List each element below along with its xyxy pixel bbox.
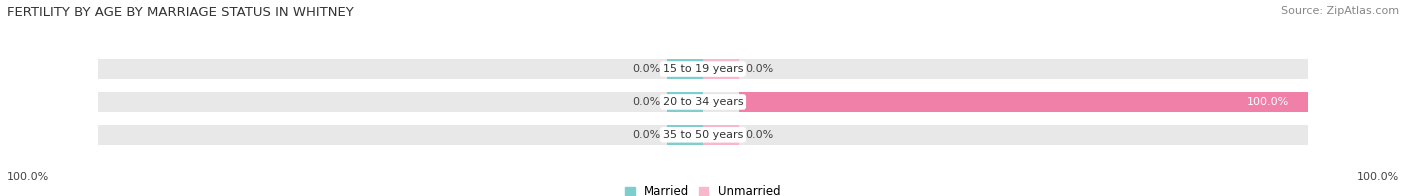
Text: Source: ZipAtlas.com: Source: ZipAtlas.com [1281,6,1399,16]
Bar [666,92,703,112]
Bar [666,59,703,79]
Legend: Married, Unmarried: Married, Unmarried [620,181,786,196]
Text: 20 to 34 years: 20 to 34 years [662,97,744,107]
Text: 0.0%: 0.0% [633,130,661,140]
Text: 100.0%: 100.0% [1357,172,1399,182]
Text: 0.0%: 0.0% [633,64,661,74]
Text: 0.0%: 0.0% [633,97,661,107]
Bar [98,125,1308,145]
Bar [98,59,1308,79]
Text: 100.0%: 100.0% [1247,97,1289,107]
Bar [98,92,1308,112]
Text: 35 to 50 years: 35 to 50 years [662,130,744,140]
Text: 0.0%: 0.0% [745,130,773,140]
Text: 15 to 19 years: 15 to 19 years [662,64,744,74]
Bar [666,125,703,145]
Bar [703,59,740,79]
Text: 100.0%: 100.0% [7,172,49,182]
Bar [740,92,1344,112]
Text: FERTILITY BY AGE BY MARRIAGE STATUS IN WHITNEY: FERTILITY BY AGE BY MARRIAGE STATUS IN W… [7,6,354,19]
Text: 0.0%: 0.0% [745,64,773,74]
Bar [703,125,740,145]
